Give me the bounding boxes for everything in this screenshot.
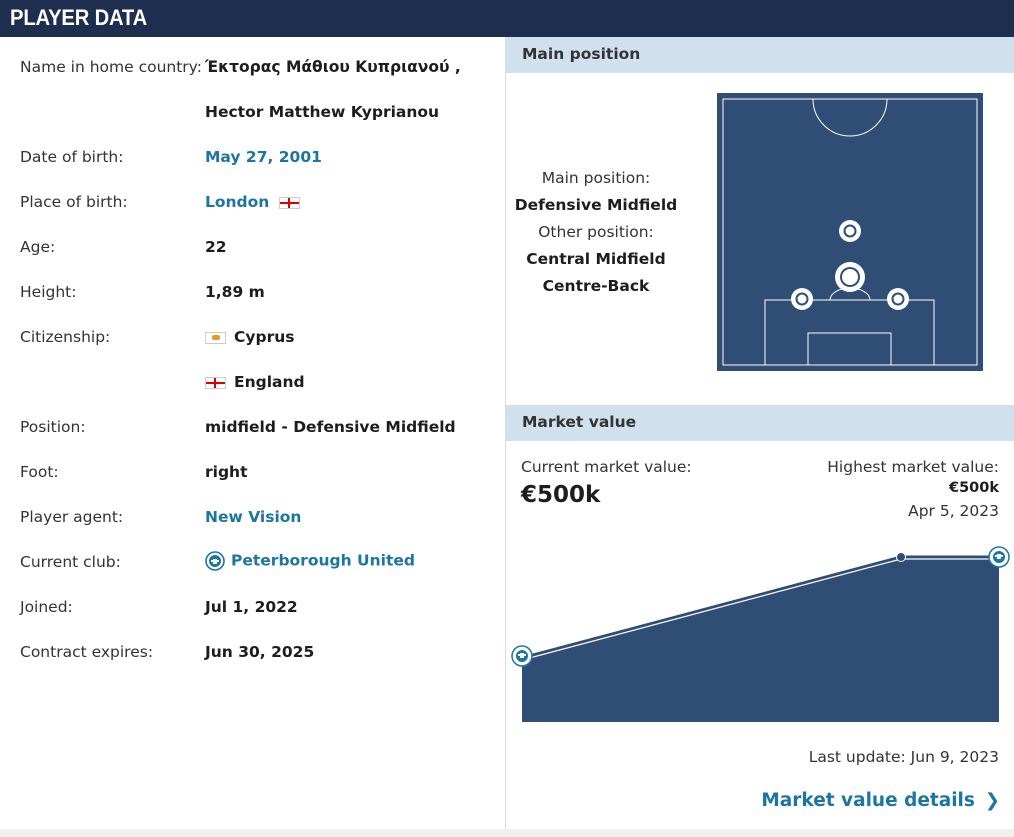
pob-row: London xyxy=(205,193,300,211)
current-mv-value: €500k xyxy=(521,482,601,508)
club-row: Peterborough United xyxy=(205,551,415,571)
club-crest-icon xyxy=(205,551,225,571)
contract-value: Jun 30, 2025 xyxy=(205,643,315,661)
market-value-header: Market value xyxy=(506,405,1014,441)
citizenship-row-1: Cyprus xyxy=(205,328,294,346)
cyprus-flag-icon xyxy=(205,331,226,344)
club-link[interactable]: Peterborough United xyxy=(231,551,415,570)
dob-label: Date of birth: xyxy=(20,148,124,166)
position-label: Position: xyxy=(20,418,86,436)
age-label: Age: xyxy=(20,238,56,256)
chart-point-club-icon[interactable] xyxy=(988,546,1010,568)
dob-link[interactable]: May 27, 2001 xyxy=(205,148,322,166)
highest-mv-value: €500k xyxy=(949,480,999,496)
joined-value: Jul 1, 2022 xyxy=(205,598,298,616)
other-position-marker xyxy=(887,288,909,310)
name-home-label: Name in home country: xyxy=(20,58,202,76)
citizenship-label: Citizenship: xyxy=(20,328,111,346)
market-value-details-link[interactable]: Market value details ❯ xyxy=(761,790,1000,811)
joined-label: Joined: xyxy=(20,598,73,616)
citizenship-cyprus: Cyprus xyxy=(234,328,295,346)
height-value: 1,89 m xyxy=(205,283,265,301)
full-name-value: Hector Matthew Kyprianou xyxy=(205,103,440,121)
highest-mv-label: Highest market value: xyxy=(827,458,999,476)
main-position-title: Main position xyxy=(522,45,641,63)
other-position-2: Centre-Back xyxy=(542,277,650,295)
main-position-value: Defensive Midfield xyxy=(514,196,678,214)
highest-mv-date: Apr 5, 2023 xyxy=(908,502,999,520)
agent-label: Player agent: xyxy=(20,508,124,526)
age-value: 22 xyxy=(205,238,227,256)
citizenship-row-2: England xyxy=(205,373,305,391)
name-home-value: Έκτορας Μάθιου Κυπριανού , xyxy=(205,58,461,76)
main-position-marker xyxy=(835,262,865,292)
column-divider xyxy=(505,37,506,829)
other-position-1: Central Midfield xyxy=(526,250,666,268)
club-label: Current club: xyxy=(20,553,121,571)
current-mv-label: Current market value: xyxy=(521,458,692,476)
england-flag-icon xyxy=(278,196,300,209)
chart-point-club-icon[interactable] xyxy=(511,645,533,667)
position-value: midfield - Defensive Midfield xyxy=(205,418,456,436)
market-value-details-label[interactable]: Market value details xyxy=(761,790,975,811)
other-position-marker xyxy=(839,220,861,242)
foot-label: Foot: xyxy=(20,463,59,481)
england-flag-icon xyxy=(205,376,226,389)
chevron-right-icon: ❯ xyxy=(984,790,1000,811)
main-position-label: Main position: xyxy=(541,169,651,187)
chart-point[interactable] xyxy=(896,552,906,562)
contract-label: Contract expires: xyxy=(20,643,154,661)
other-position-marker xyxy=(791,288,813,310)
citizenship-england: England xyxy=(234,373,305,391)
last-update: Last update: Jun 9, 2023 xyxy=(808,748,999,766)
agent-link[interactable]: New Vision xyxy=(205,508,302,526)
pob-link[interactable]: London xyxy=(205,193,270,211)
other-position-label: Other position: xyxy=(538,223,654,241)
header-bar: PLAYER DATA xyxy=(0,0,1014,37)
page-title: PLAYER DATA xyxy=(10,5,148,30)
foot-value: right xyxy=(205,463,248,481)
pob-label: Place of birth: xyxy=(20,193,128,211)
main-position-header: Main position xyxy=(506,37,1014,73)
position-pitch xyxy=(717,93,983,371)
market-value-title: Market value xyxy=(522,413,637,431)
market-value-chart[interactable] xyxy=(506,540,1014,730)
height-label: Height: xyxy=(20,283,77,301)
